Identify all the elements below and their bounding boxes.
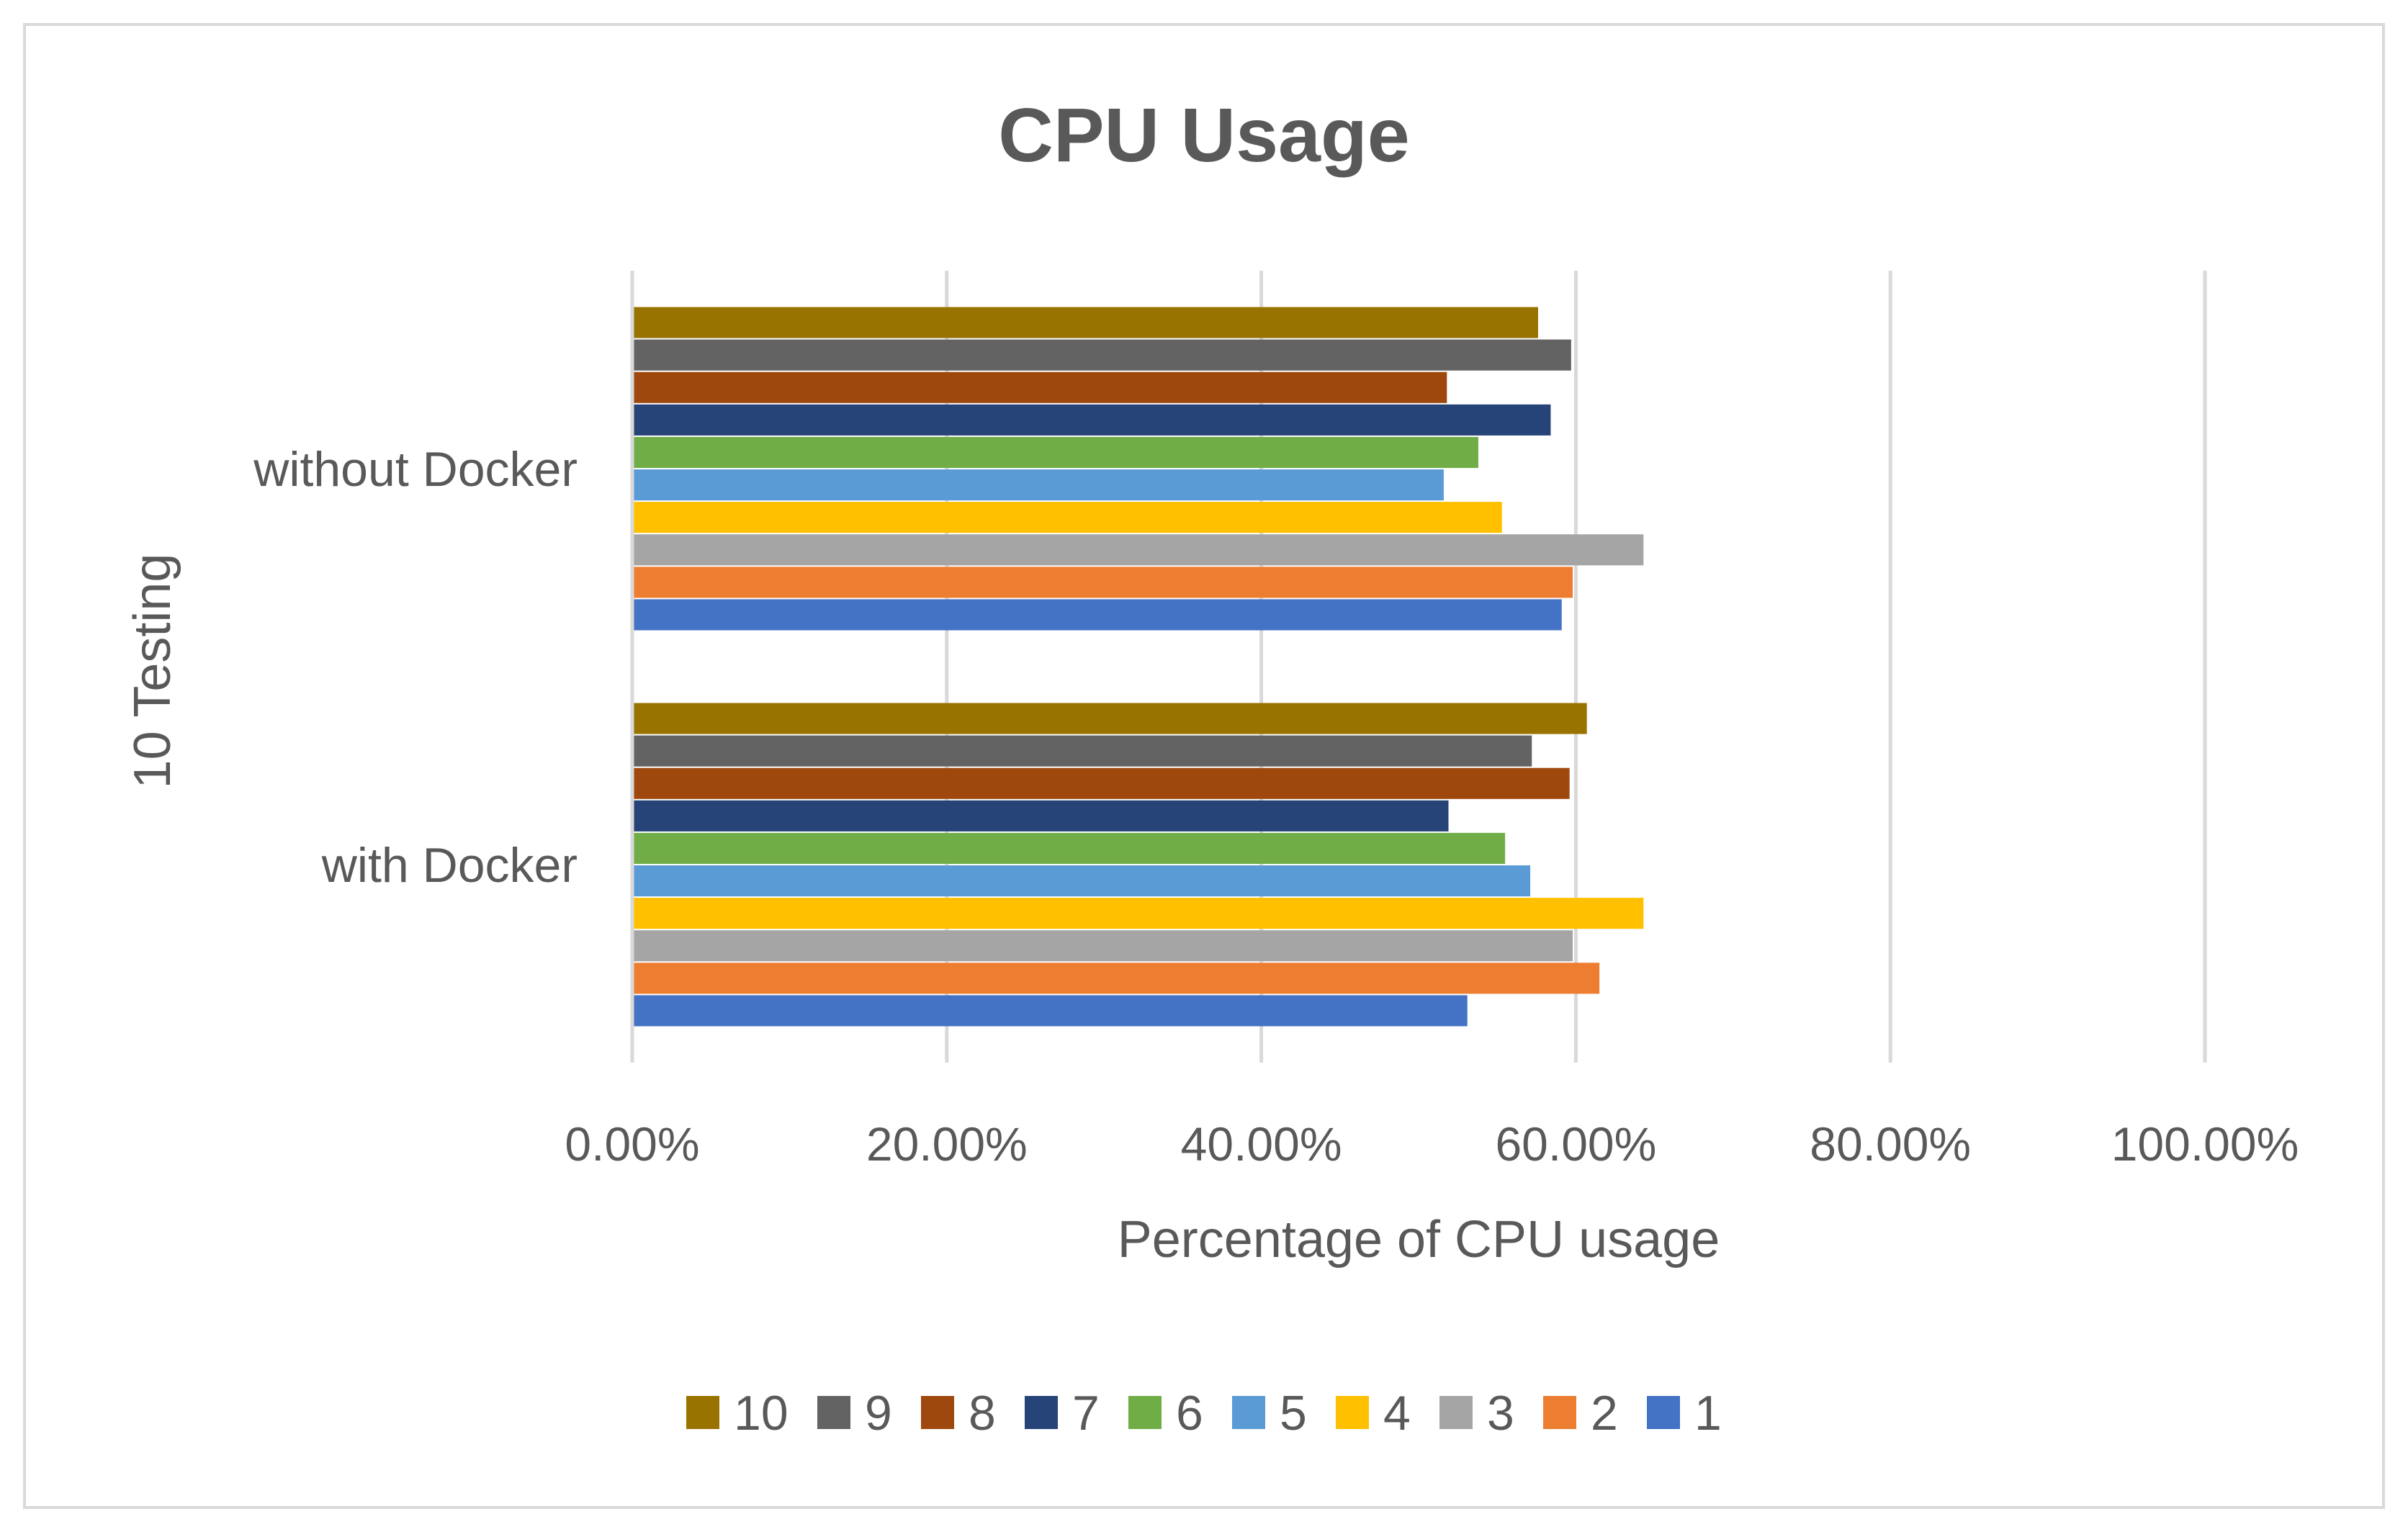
legend-swatch — [1128, 1396, 1162, 1429]
x-tick-label: 100.00% — [2111, 1117, 2299, 1171]
bar — [632, 307, 1538, 338]
bar — [632, 898, 1644, 929]
bar — [632, 436, 1478, 468]
x-tick-label: 80.00% — [1810, 1117, 1971, 1171]
legend-label: 5 — [1280, 1386, 1307, 1441]
legend-swatch — [1647, 1396, 1680, 1429]
legend-label: 2 — [1591, 1386, 1618, 1441]
legend-label: 9 — [865, 1386, 892, 1441]
legend-label: 6 — [1176, 1386, 1203, 1441]
legend-swatch — [1439, 1396, 1473, 1429]
legend-label: 3 — [1487, 1386, 1514, 1441]
category-labels: without Docker with Docker — [253, 442, 578, 893]
legend-label: 1 — [1694, 1386, 1722, 1441]
category-label: without Docker — [253, 442, 578, 497]
x-tick-labels: 0.00% 20.00% 40.00% 60.00% 80.00% 100.00% — [565, 1117, 2299, 1171]
bar — [632, 469, 1444, 501]
x-axis-title: Percentage of CPU usage — [1118, 1211, 1720, 1269]
bar — [632, 567, 1573, 598]
bar — [632, 930, 1573, 962]
bars — [632, 307, 1644, 1027]
legend-swatch — [1025, 1396, 1058, 1429]
bar — [632, 865, 1531, 897]
x-tick-label: 0.00% — [565, 1117, 699, 1171]
bar — [632, 502, 1502, 533]
bar — [632, 735, 1532, 767]
x-tick-label: 20.00% — [866, 1117, 1028, 1171]
x-tick-label: 60.00% — [1495, 1117, 1656, 1171]
bar — [632, 995, 1468, 1027]
legend-label: 10 — [734, 1386, 789, 1441]
legend-label: 8 — [969, 1386, 996, 1441]
bar — [632, 534, 1644, 566]
bar — [632, 963, 1600, 994]
bar — [632, 339, 1571, 371]
legend-label: 7 — [1072, 1386, 1100, 1441]
legend-swatch — [921, 1396, 954, 1429]
legend-label: 4 — [1383, 1386, 1411, 1441]
chart-title: CPU Usage — [998, 93, 1409, 178]
bar — [632, 800, 1449, 832]
y-axis-title: 10 Testing — [124, 554, 181, 789]
bar — [632, 703, 1587, 734]
legend-swatch — [686, 1396, 719, 1429]
bar — [632, 404, 1551, 436]
bar — [632, 599, 1562, 631]
x-tick-label: 40.00% — [1181, 1117, 1342, 1171]
bar — [632, 371, 1447, 403]
legend-swatch — [1543, 1396, 1576, 1429]
legend-swatch — [1336, 1396, 1369, 1429]
legend-swatch — [817, 1396, 850, 1429]
legend-swatch — [1232, 1396, 1265, 1429]
category-label: with Docker — [321, 838, 578, 893]
bar — [632, 832, 1506, 864]
legend: 10 9 8 7 6 5 4 3 2 1 — [686, 1386, 1722, 1441]
bar — [632, 767, 1570, 799]
